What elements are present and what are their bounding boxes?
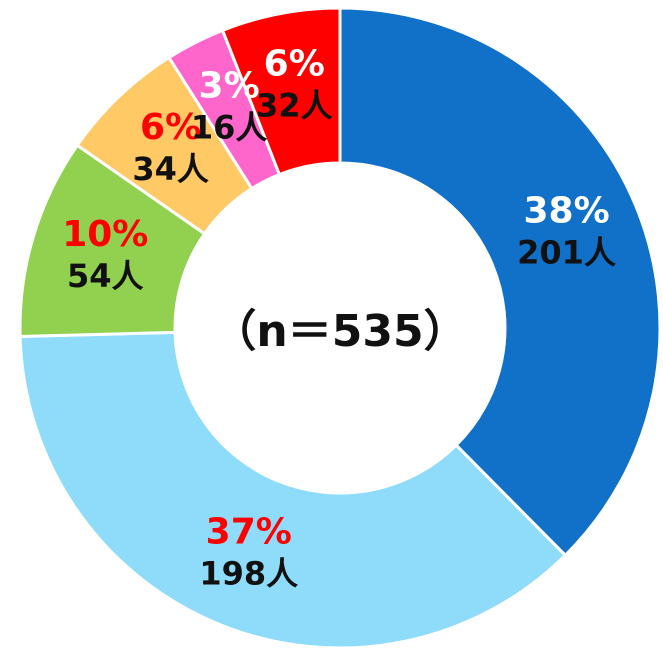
slice xyxy=(220,6,342,177)
percentage-label: 6% xyxy=(264,43,325,84)
value-label: 34人 xyxy=(132,150,209,188)
value-label: 201人 xyxy=(517,234,616,272)
percentage-label: 10% xyxy=(62,214,148,255)
slice xyxy=(18,330,568,649)
percentage-label: 37% xyxy=(206,511,292,552)
slice xyxy=(338,6,662,558)
percentage-label: 38% xyxy=(523,191,609,232)
percentage-label: 6% xyxy=(140,107,201,148)
value-label: 32人 xyxy=(256,86,333,124)
value-label: 54人 xyxy=(67,257,144,295)
center-label: （n＝535） xyxy=(212,306,467,357)
value-label: 16人 xyxy=(191,109,268,147)
percentage-label: 3% xyxy=(199,66,260,107)
value-label: 198人 xyxy=(199,554,298,592)
